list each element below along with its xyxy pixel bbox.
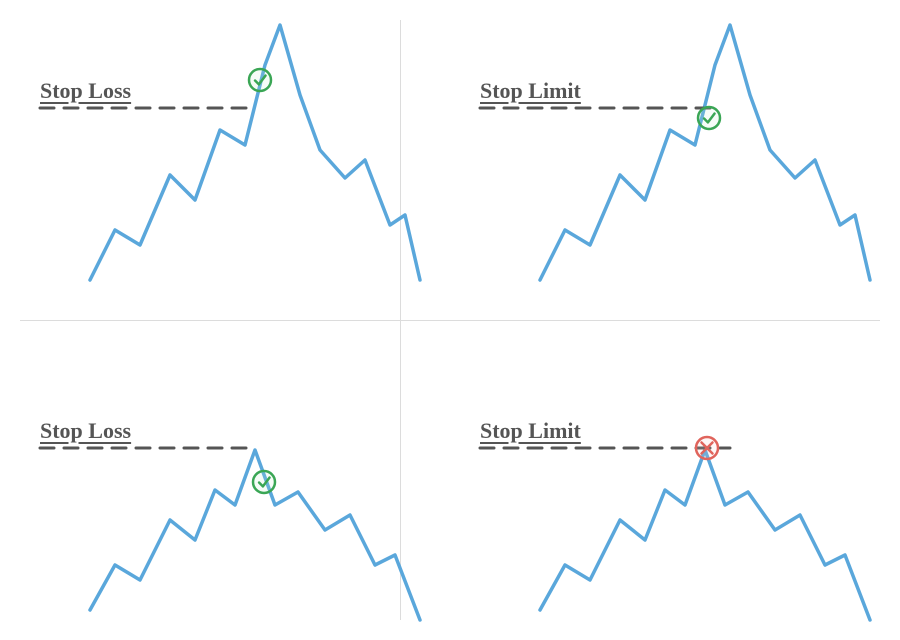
panel-stop-limit-top: Stop Limit (450, 0, 900, 320)
check-icon (253, 471, 275, 493)
check-icon (698, 107, 720, 129)
price-path (540, 450, 870, 620)
chart-stop-loss-top (0, 0, 450, 320)
chart-stop-loss-bottom (0, 320, 450, 640)
panel-stop-loss-top: Stop Loss (0, 0, 450, 320)
panel-stop-loss-bottom: Stop Loss (0, 320, 450, 640)
panel-stop-limit-bottom: Stop Limit (450, 320, 900, 640)
price-path (90, 25, 420, 280)
chart-stop-limit-bottom (450, 320, 900, 640)
check-icon (249, 69, 271, 91)
price-path (540, 25, 870, 280)
chart-stop-limit-top (450, 0, 900, 320)
x-icon (696, 437, 718, 459)
comparison-grid: Stop Loss Stop Limit Stop Loss Stop Limi… (0, 0, 900, 640)
